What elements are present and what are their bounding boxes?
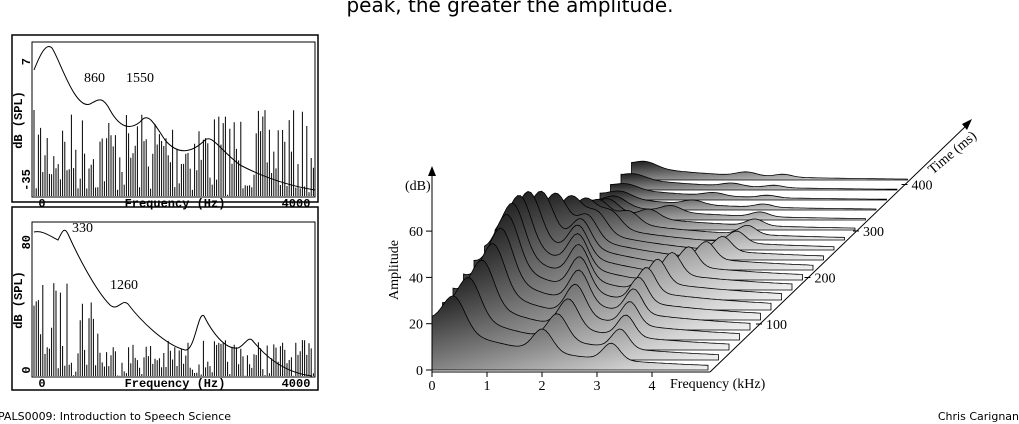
ticks: 0 20 40 60 0 1 2 3 4 100 200 300 400 — [409, 179, 933, 395]
panel-frame — [11, 206, 319, 391]
envelope — [33, 229, 313, 377]
harmonics — [33, 110, 314, 196]
slice — [631, 160, 908, 181]
x-tick-label: 1 — [484, 379, 491, 394]
plot-frame — [31, 221, 316, 378]
slice — [484, 213, 761, 321]
z-tick-label: 100 — [766, 318, 787, 333]
slice — [620, 173, 898, 191]
slice — [610, 183, 887, 201]
slice — [431, 295, 709, 371]
panel-frame — [11, 34, 319, 203]
x-label: Frequency (Hz) — [125, 377, 226, 391]
y-label: dB (SPL) — [12, 91, 26, 149]
slice — [473, 227, 751, 331]
peak-label: 1550 — [126, 71, 154, 86]
slice — [557, 197, 835, 251]
plot-frame — [31, 41, 316, 198]
x-end: 4000 — [282, 197, 311, 211]
peak-label: 860 — [84, 71, 105, 86]
x-label: Frequency (kHz) — [670, 377, 766, 392]
x-tick-label: 2 — [539, 379, 546, 394]
y-bottom: -35 — [20, 169, 34, 191]
arrow — [962, 119, 972, 130]
peak-label: 330 — [72, 221, 93, 236]
x-label: Frequency (Hz) — [125, 197, 226, 211]
y-tick-label: 20 — [409, 318, 423, 333]
slice — [578, 198, 856, 231]
envelope — [33, 46, 316, 191]
arrow — [428, 166, 436, 176]
harmonic-lines — [33, 283, 314, 376]
z-axis — [709, 123, 969, 373]
slice — [442, 277, 719, 361]
y-label: dB (SPL) — [12, 271, 26, 329]
y-tick-label: 60 — [409, 225, 423, 240]
z-tick-label: 200 — [815, 272, 836, 287]
harmonic-lines — [33, 110, 314, 196]
y-label: Amplitude — [387, 240, 402, 300]
x-start: 0 — [38, 197, 45, 211]
slice — [452, 259, 730, 351]
y-tick-label: 0 — [416, 364, 423, 379]
x-tick-label: 0 — [429, 379, 436, 394]
x-tick-label: 4 — [649, 379, 656, 394]
slice — [463, 243, 740, 341]
z-label: Time (ms) — [926, 129, 980, 178]
slice — [568, 198, 845, 241]
waterfall-slices — [431, 160, 908, 371]
x-start: 0 — [38, 377, 45, 391]
y-top: 7 — [20, 58, 34, 65]
harmonics — [33, 283, 314, 376]
footer-right: Chris Carignan — [938, 410, 1019, 423]
y-bottom: 0 — [20, 366, 34, 373]
unit: (dB) — [405, 179, 431, 194]
peak-label: 1260 — [110, 278, 138, 293]
z-tick-label: 400 — [912, 179, 933, 194]
y-tick-label: 40 — [409, 271, 423, 286]
footer-left: PALS0009: Introduction to Speech Science — [0, 410, 231, 423]
caption: peak, the greater the amplitude. — [346, 0, 673, 17]
x-end: 4000 — [282, 377, 311, 391]
z-tick-label: 300 — [863, 225, 884, 240]
x-tick-label: 3 — [594, 379, 601, 394]
y-top: 80 — [20, 235, 34, 249]
